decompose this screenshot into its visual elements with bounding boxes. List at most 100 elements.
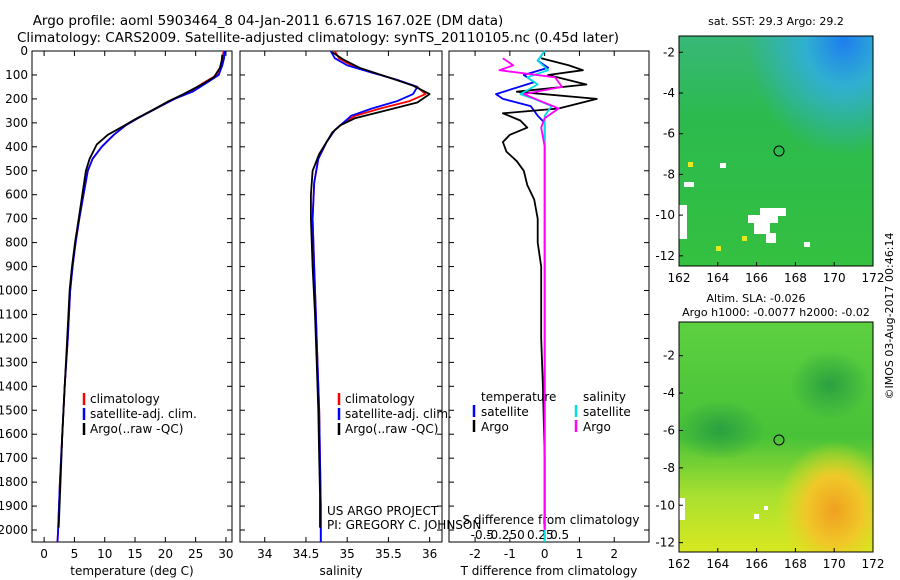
map-y-tick-label: -8 [663,167,675,181]
map-x-tick-label: 168 [784,271,807,285]
sst-gap [804,242,810,247]
x-tick-label: 34 [257,547,272,561]
sst-gap [748,215,778,223]
x-tick-label: 20 [158,547,173,561]
legend-label-climatology: climatology [90,392,160,406]
x-top-tick-label: 0.25 [527,528,554,542]
map-y-tick-label: -12 [655,249,675,263]
sla-gap [764,506,768,510]
plot-frame [31,50,233,543]
map-x-tick-label: 166 [745,557,768,571]
x-tick-label: 35 [340,547,355,561]
map-y-tick-label: -4 [663,386,675,400]
y-tick-label: 1400 [0,379,28,393]
x-tick-label: -1 [504,547,516,561]
y-tick-label: 600 [5,188,28,202]
sla-map-subtitle: Argo h1000: -0.0077 h2000: -0.02 [682,306,870,319]
sla-map-axes: 162 164 166 168 170 172 -2 -4 -6 -8 -10 -12 [655,349,884,571]
y-tick-label: 300 [5,116,28,130]
sla-map-panel: Altim. SLA: -0.026 Argo h1000: -0.0077 h… [655,292,884,571]
series-line-t-argo [502,57,598,528]
y-tick-label: 1000 [0,284,28,298]
sst-map-title: sat. SST: 29.3 Argo: 29.2 [708,15,844,28]
map-y-tick-label: -8 [663,461,675,475]
map-x-tick-label: 164 [706,557,729,571]
sst-map-axes: 162 164 166 168 170 172 -2 -4 -6 -8 -10 -12 [655,45,884,285]
credit-pi: PI: GREGORY C. JOHNSON [327,518,481,532]
map-x-tick-label: 166 [745,271,768,285]
map-y-tick-label: -2 [663,45,675,59]
x-axis-label: salinity [319,564,362,578]
y-tick-label: 500 [5,164,28,178]
y-tick-label: 800 [5,236,28,250]
map-y-tick-label: -12 [655,536,675,550]
sla-argo-location-marker [773,434,785,446]
legend-label-s-satellite: satellite [583,405,631,419]
sst-gap [679,205,687,239]
x-tick-label: 25 [188,547,203,561]
sst-map-land-gaps [679,163,810,247]
y-tick-label: 0 [20,44,28,58]
y-tick-label: 700 [5,212,28,226]
sst-argo-location-marker [773,145,785,157]
legend-label-climatology: climatology [345,392,415,406]
legend-header-salinity: salinity [583,390,626,404]
sst-gap [754,222,770,234]
x-tick-label: 30 [218,547,233,561]
salinity-panel: 34 34.5 35 35.5 36 salinity [239,50,443,578]
x-tick-label: 2 [610,547,618,561]
plot-frame [239,50,443,543]
legend-header-temperature: temperature [481,390,556,404]
map-y-tick-label: -10 [655,498,675,512]
map-x-tick-label: 170 [823,557,846,571]
y-tick-label: 1900 [0,499,28,513]
map-x-tick-label: 172 [862,271,885,285]
y-tick-label: 1300 [0,355,28,369]
legend-label-argo: Argo(..raw -QC) [90,422,183,436]
sst-gap [760,208,786,216]
sst-pixel [742,236,747,241]
figure-title-line1: Argo profile: aoml 5903464_8 04-Jan-2011… [33,13,504,29]
y-tick-label: 1600 [0,427,28,441]
y-tick-label: 1100 [0,307,28,321]
y-tick-label: 100 [5,68,28,82]
x-tick-label: 5 [71,547,79,561]
sla-gap [679,498,685,520]
x-tick-label: 0 [40,547,48,561]
y-tick-label: 1200 [0,331,28,345]
legend-label-argo: Argo(..raw -QC) [345,422,438,436]
map-y-tick-label: -6 [663,127,675,141]
map-y-tick-label: -6 [663,423,675,437]
sst-gap [720,163,726,168]
x-top-tick-label: -0.25 [486,528,517,542]
legend-label-t-argo: Argo [481,420,509,434]
y-tick-label: 1500 [0,403,28,417]
credit-imos: ©IMOS 03-Aug-2017 00:46:14 [883,233,896,400]
map-x-tick-label: 168 [784,557,807,571]
x-tick-label: 15 [127,547,142,561]
sst-map-panel: sat. SST: 29.3 Argo: 29.2 162 164 166 168 17… [655,15,884,285]
x-tick-label: 35.5 [375,547,402,561]
x-axis-label: T difference from climatology [460,564,638,578]
map-y-tick-label: -4 [663,86,675,100]
map-y-tick-label: -10 [655,208,675,222]
map-x-tick-label: 170 [823,271,846,285]
sst-map-warm-pool [679,36,873,266]
sla-map-high-anomaly [679,322,873,552]
series-line-argo [310,51,431,528]
legend-label-s-argo: Argo [583,420,611,434]
sst-gap [684,182,694,187]
map-x-tick-label: 162 [668,557,691,571]
y-tick-label: 400 [5,140,28,154]
x-tick-label: 1 [576,547,584,561]
y-tick-label: 2000 [0,523,28,537]
x-tick-label: 10 [97,547,112,561]
plot-frame [448,50,650,543]
salinity-legend: climatology satellite-adj. clim. Argo(..… [337,392,452,436]
sst-map-yellow-pixels [688,162,747,251]
y-tick-label: 1800 [0,475,28,489]
x-axis-label: temperature (deg C) [70,564,193,578]
sst-pixel [716,246,721,251]
y-tick-label: 900 [5,260,28,274]
